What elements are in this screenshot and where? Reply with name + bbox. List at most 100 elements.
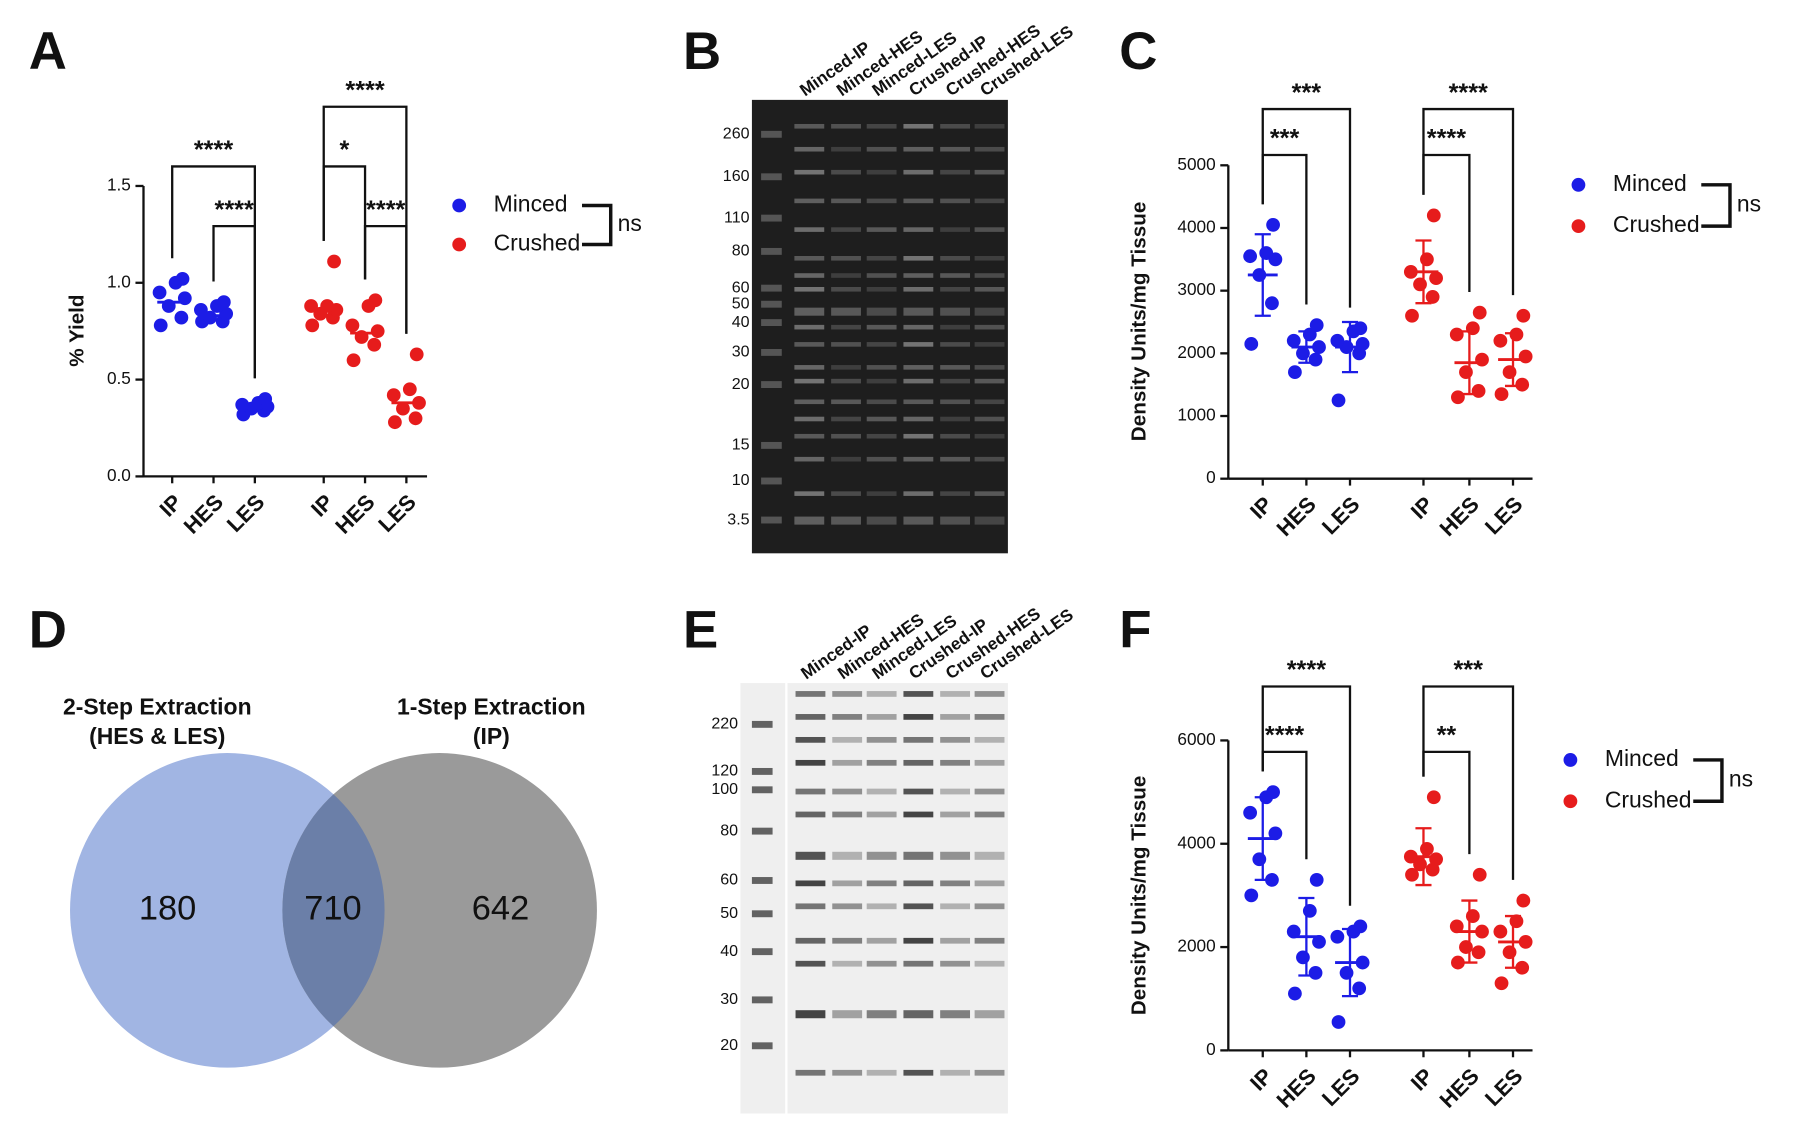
gel-band (903, 307, 934, 316)
gel-band (974, 286, 1005, 292)
gel-band (795, 851, 826, 860)
error-bar (1254, 233, 1271, 317)
gel-band (794, 123, 825, 129)
marker-label: 80 (732, 242, 750, 260)
gel-band (903, 960, 934, 967)
y-tick-label: 1.0 (107, 271, 131, 291)
ladder-band (761, 516, 782, 524)
significance-label: *** (1270, 125, 1300, 153)
data-point (1494, 976, 1509, 991)
significance-label: **** (1449, 79, 1488, 107)
panel-label: E (683, 601, 718, 660)
gel-band (903, 433, 934, 439)
gel-band (794, 342, 825, 347)
gel-band (903, 324, 934, 330)
data-point (1426, 790, 1441, 805)
data-point (1330, 333, 1345, 348)
ladder-band (761, 348, 782, 356)
data-point (1243, 249, 1258, 264)
gel-band (940, 903, 971, 910)
data-point (1405, 308, 1419, 323)
data-point (1286, 924, 1301, 939)
gel-band (795, 736, 826, 743)
gel-band (940, 811, 971, 818)
gel-band (903, 880, 934, 887)
gel-band (866, 324, 897, 330)
data-point (1465, 321, 1480, 336)
gel-band (940, 416, 971, 422)
data-point (1429, 271, 1443, 286)
x-tick-label: LES (1480, 492, 1528, 540)
data-point (1259, 246, 1274, 260)
data-point (1353, 321, 1368, 336)
marker-label: 30 (732, 343, 750, 361)
gel-band (940, 516, 971, 525)
gel-band (866, 198, 897, 204)
gel-band (903, 516, 934, 525)
gel-band (974, 227, 1005, 232)
legend-marker (452, 237, 467, 252)
significance-label: **** (194, 136, 233, 164)
significance-label: *** (1453, 656, 1483, 684)
gel-band (832, 759, 863, 766)
data-point (327, 254, 341, 269)
gel-band (903, 811, 934, 818)
gel-band (832, 691, 863, 697)
gel-band (974, 365, 1005, 370)
gel-band (866, 691, 897, 697)
legend-marker (1571, 177, 1586, 192)
gel-band (866, 286, 897, 292)
gel-band (831, 307, 861, 316)
gel-band (974, 714, 1005, 720)
gel-band (831, 516, 861, 525)
x-tick-label: HES (1272, 1063, 1321, 1112)
gel-band (940, 937, 971, 944)
gel-band (831, 378, 861, 384)
marker-label: 120 (711, 762, 738, 780)
data-point (1502, 365, 1517, 380)
ladder-band (751, 948, 773, 956)
gel-band (794, 169, 825, 175)
ladder-band (751, 877, 773, 884)
gel-band (866, 1069, 897, 1076)
gel-band (903, 903, 934, 910)
data-point (1425, 290, 1440, 304)
data-point (1265, 296, 1279, 311)
significance-label: **** (1265, 722, 1304, 750)
x-tick-label: LES (1317, 492, 1365, 540)
data-point (1243, 805, 1258, 820)
gel-band (940, 286, 971, 292)
ladder-band (761, 300, 782, 308)
ladder-band (761, 477, 782, 485)
panel-label: F (1119, 601, 1151, 660)
panel-label: C (1119, 22, 1157, 81)
gel-band (831, 255, 861, 261)
error-bar (1415, 827, 1432, 887)
venn-set-label: 2-Step Extraction (63, 693, 252, 719)
x-tick-label: HES (330, 489, 379, 538)
data-point (1516, 308, 1531, 323)
gel-band (974, 169, 1005, 175)
gel-band (903, 1069, 934, 1076)
legend-label: Crushed (1605, 786, 1692, 812)
marker-label: 100 (711, 780, 738, 798)
ladder-band (761, 284, 782, 292)
data-point (1518, 349, 1533, 364)
gel-band (974, 960, 1005, 967)
gel-band (794, 456, 825, 462)
data-point (1286, 333, 1301, 348)
gel-band (866, 416, 897, 422)
data-point (1449, 919, 1464, 934)
gel-band (866, 516, 897, 525)
significance-label: ** (1437, 722, 1457, 750)
error-bar (1504, 914, 1522, 969)
data-point (1309, 318, 1324, 333)
gel-band (831, 433, 861, 439)
gel-band (866, 851, 897, 860)
data-point (1502, 945, 1517, 960)
gel-band (940, 714, 971, 720)
gel-band (974, 399, 1005, 405)
data-point (386, 388, 401, 402)
gel-band (903, 714, 934, 720)
gel-band (903, 851, 934, 860)
